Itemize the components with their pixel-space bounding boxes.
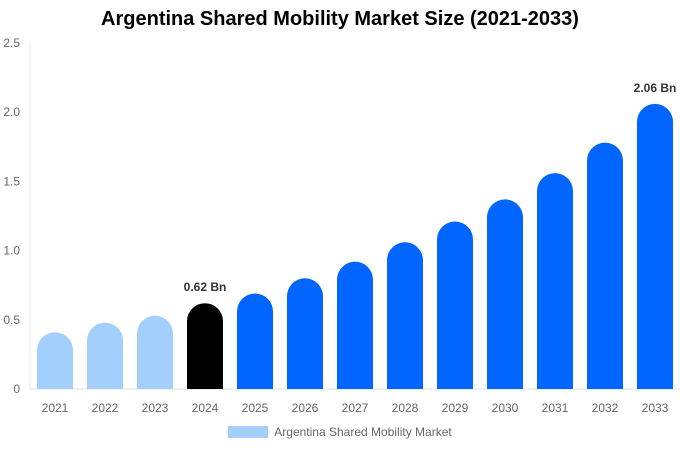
bar-2021 bbox=[37, 332, 73, 389]
bar-2027 bbox=[337, 261, 373, 389]
x-tick-label: 2025 bbox=[242, 401, 269, 415]
x-tick-label: 2033 bbox=[642, 401, 669, 415]
data-label-2033: 2.06 Bn bbox=[634, 81, 677, 95]
x-tick-label: 2028 bbox=[392, 401, 419, 415]
bar-2029 bbox=[437, 221, 473, 389]
y-tick-label: 0 bbox=[13, 382, 20, 396]
bar-2033 bbox=[637, 103, 673, 390]
bar-2028 bbox=[387, 242, 423, 389]
x-tick-label: 2022 bbox=[92, 401, 119, 415]
x-tick-label: 2026 bbox=[292, 401, 319, 415]
y-tick-label: 1.0 bbox=[3, 244, 20, 258]
x-tick-label: 2032 bbox=[592, 401, 619, 415]
x-tick-label: 2021 bbox=[42, 401, 69, 415]
bar-2026 bbox=[287, 278, 323, 389]
bar-2023 bbox=[137, 315, 173, 389]
bar-2032 bbox=[587, 142, 623, 389]
data-label-2024: 0.62 Bn bbox=[184, 280, 227, 294]
y-tick-label: 1.5 bbox=[3, 174, 20, 188]
x-tick-label: 2030 bbox=[492, 401, 519, 415]
legend[interactable]: Argentina Shared Mobility Market bbox=[0, 425, 680, 439]
legend-swatch bbox=[228, 426, 269, 438]
y-tick-label: 2.0 bbox=[3, 105, 20, 119]
y-tick-label: 2.5 bbox=[3, 36, 20, 50]
bar-2031 bbox=[537, 173, 573, 389]
bar-2025 bbox=[237, 293, 273, 389]
y-tick-label: 0.5 bbox=[3, 313, 20, 327]
chart-title: Argentina Shared Mobility Market Size (2… bbox=[101, 8, 579, 30]
x-tick-label: 2031 bbox=[542, 401, 569, 415]
x-tick-label: 2029 bbox=[442, 401, 469, 415]
x-tick-label: 2023 bbox=[142, 401, 169, 415]
x-tick-label: 2027 bbox=[342, 401, 369, 415]
bar-2030 bbox=[487, 199, 523, 389]
legend-label: Argentina Shared Mobility Market bbox=[274, 425, 452, 439]
bar-2022 bbox=[87, 322, 123, 389]
bar-2024 bbox=[187, 303, 223, 389]
x-tick-label: 2024 bbox=[192, 401, 219, 415]
